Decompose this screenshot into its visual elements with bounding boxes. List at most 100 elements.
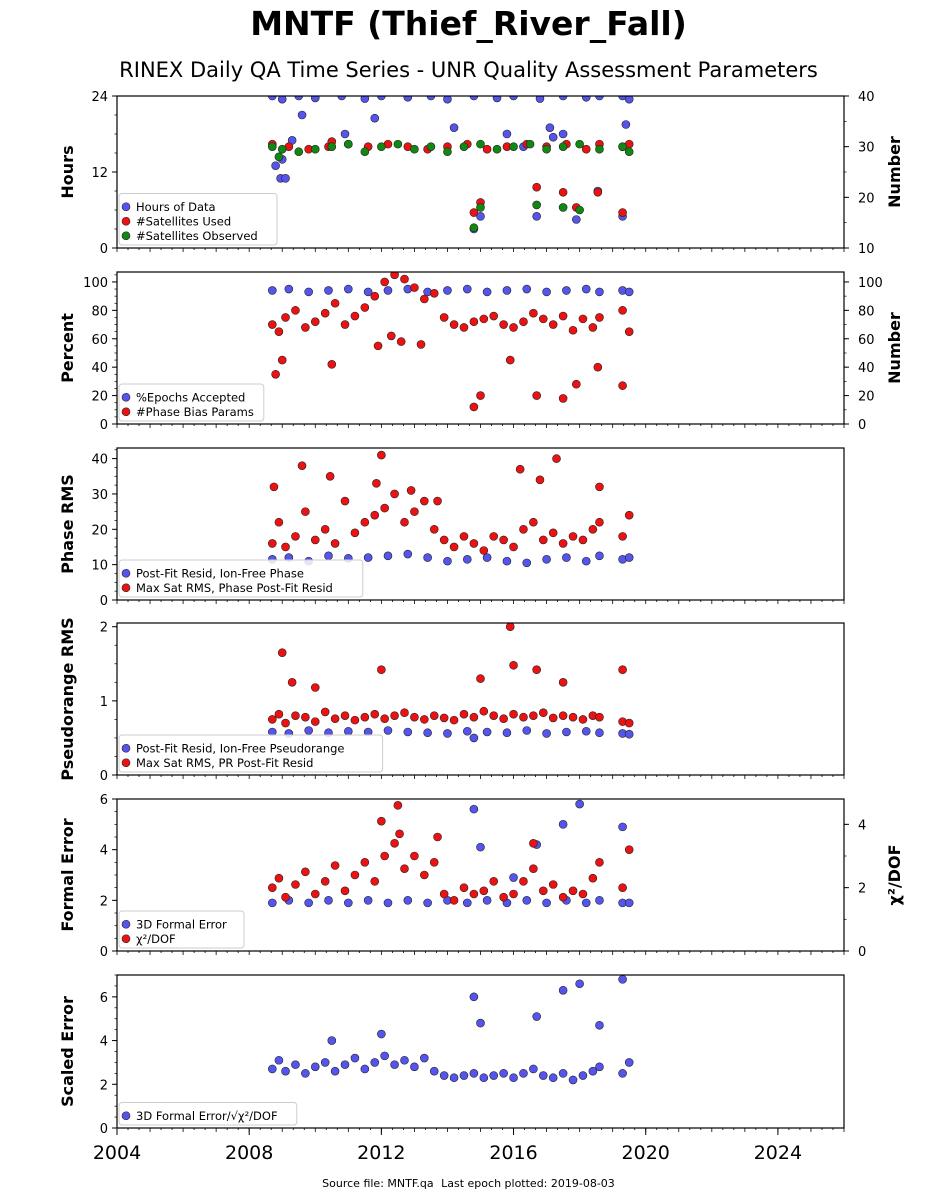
y-tick-label: 1: [100, 695, 108, 710]
data-point-green: [558, 203, 568, 212]
data-point-blue: [344, 898, 353, 908]
legend-marker: [121, 758, 131, 768]
data-point-green: [476, 139, 485, 149]
data-point-red: [310, 683, 320, 692]
data-point-blue: [595, 287, 604, 297]
legend-label: 3D Formal Error: [136, 917, 227, 931]
data-point-red: [380, 277, 389, 287]
data-point-red: [370, 877, 380, 886]
data-point-blue: [482, 896, 492, 905]
data-point-blue: [502, 286, 512, 295]
data-point-blue: [443, 729, 452, 738]
data-point-red: [410, 283, 419, 292]
data-point-blue: [304, 898, 313, 908]
y2-axis-label: χ²/DOF: [885, 845, 904, 906]
panel-6: 2004 2008 2012 2016 2020 2024 0 2 4 6 Scaled Error…: [58, 974, 845, 1164]
data-point-red: [310, 535, 320, 545]
data-point-red: [578, 314, 588, 324]
data-point-red: [509, 323, 518, 332]
data-point-red: [519, 525, 528, 534]
data-point-blue: [268, 898, 277, 908]
panel-2: 0 20 40 60 80 100 Percent 0 20 40 60 80 100 Number %Ep…: [58, 271, 904, 433]
data-point-green: [618, 142, 627, 151]
page-subtitle: RINEX Daily QA Time Series - UNR Quality…: [119, 58, 818, 82]
data-point-red: [406, 486, 416, 495]
y-tick-label: 0: [100, 769, 108, 784]
data-point-red: [538, 886, 548, 896]
data-point-red: [568, 712, 578, 722]
footer-source: Source file: MNTF.qa: [322, 1177, 434, 1190]
data-point-blue: [320, 1058, 330, 1067]
data-point-red: [291, 532, 300, 541]
plot-frame: [116, 447, 845, 601]
data-point-red: [429, 289, 439, 298]
data-point-blue: [462, 726, 472, 736]
data-point-red: [595, 313, 604, 322]
data-point-blue: [595, 551, 604, 561]
data-point-red: [538, 708, 548, 718]
data-point-green: [476, 203, 485, 212]
data-point-red: [395, 829, 404, 839]
plot-area: [268, 623, 634, 743]
data-point-blue: [482, 553, 492, 562]
data-point-red: [509, 542, 518, 552]
data-point-red: [380, 714, 389, 723]
y-tick-label: 4: [100, 1035, 108, 1050]
y2-tick-label: 40: [858, 90, 875, 105]
data-point-blue: [423, 553, 432, 562]
data-point-blue: [542, 555, 551, 564]
data-point-blue: [377, 1029, 386, 1039]
data-point-red: [301, 323, 310, 332]
plot-frame: [116, 271, 845, 425]
y2-tick-label: 60: [858, 333, 875, 348]
data-point-blue: [281, 1066, 290, 1076]
data-point-red: [479, 886, 489, 896]
data-point-red: [274, 709, 284, 719]
data-point-blue: [383, 898, 393, 908]
data-point-red: [595, 712, 604, 722]
legend-box: [118, 193, 278, 246]
data-point-green: [575, 205, 584, 215]
data-point-blue: [482, 727, 492, 737]
data-point-blue: [595, 728, 604, 738]
legend: 3D Formal Error/√χ²/DOF: [118, 1102, 298, 1126]
data-point-green: [377, 142, 386, 151]
data-point-blue: [330, 1066, 340, 1076]
data-point-red: [340, 886, 350, 896]
data-point-red: [529, 711, 538, 720]
data-point-blue: [380, 1051, 389, 1061]
data-point-red: [268, 320, 277, 329]
data-point-green: [575, 139, 584, 149]
data-point-red: [476, 674, 485, 683]
legend-marker: [121, 583, 131, 593]
y-tick-label: 20: [91, 390, 108, 405]
data-point-blue: [310, 96, 320, 103]
data-point-blue: [363, 553, 373, 562]
data-point-blue: [624, 729, 634, 739]
data-point-green: [277, 144, 287, 154]
x-tick-label: 2024: [754, 1142, 802, 1164]
data-point-green: [542, 144, 551, 154]
data-point-red: [509, 660, 518, 670]
data-point-red: [572, 379, 581, 389]
data-point-red: [469, 317, 479, 327]
data-point-red: [390, 711, 399, 720]
data-point-red: [469, 712, 479, 722]
data-point-red: [588, 323, 598, 332]
data-point-red: [350, 870, 360, 880]
data-point-red: [624, 845, 634, 854]
data-point-red: [281, 542, 290, 552]
data-point-red: [360, 303, 370, 312]
data-point-blue: [509, 96, 518, 101]
y2-tick-label: 30: [858, 141, 875, 156]
data-point-blue: [595, 1062, 604, 1072]
legend-marker: [121, 1111, 131, 1121]
data-point-blue: [624, 1058, 634, 1067]
data-point-red: [538, 314, 548, 324]
data-point-blue: [581, 898, 591, 908]
y-tick-label: 0: [100, 242, 108, 257]
data-point-red: [301, 712, 310, 722]
y2-tick-label: 0: [858, 945, 866, 960]
